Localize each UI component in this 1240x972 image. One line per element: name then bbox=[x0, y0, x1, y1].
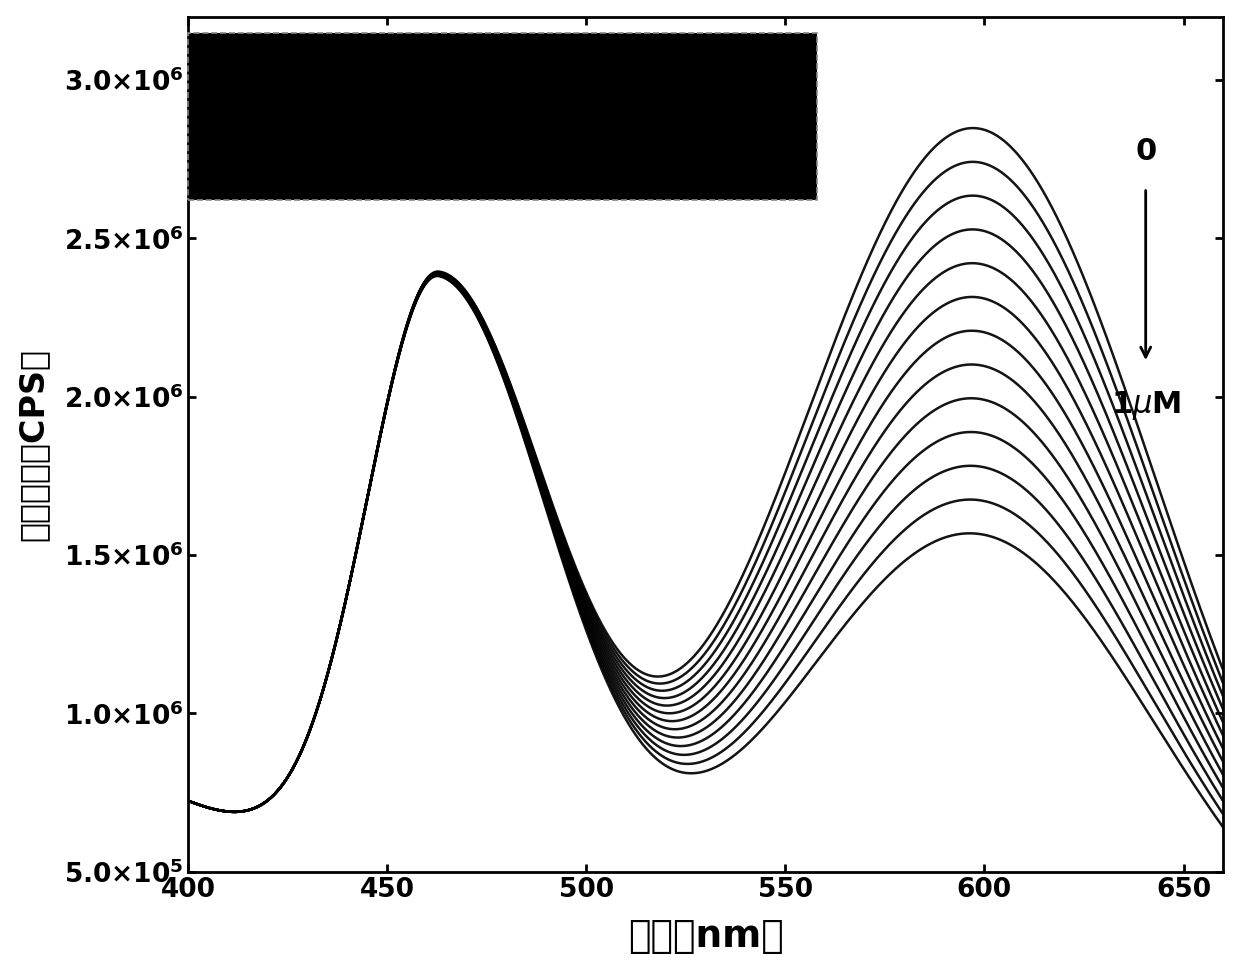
Bar bbox=[188, 32, 817, 200]
Bar bbox=[188, 32, 817, 200]
Text: 0: 0 bbox=[1135, 137, 1157, 166]
Text: 1$\mu$M: 1$\mu$M bbox=[1111, 389, 1180, 422]
X-axis label: 波长（nm）: 波长（nm） bbox=[627, 920, 784, 955]
Y-axis label: 荧光强度（CPS）: 荧光强度（CPS） bbox=[16, 348, 50, 540]
